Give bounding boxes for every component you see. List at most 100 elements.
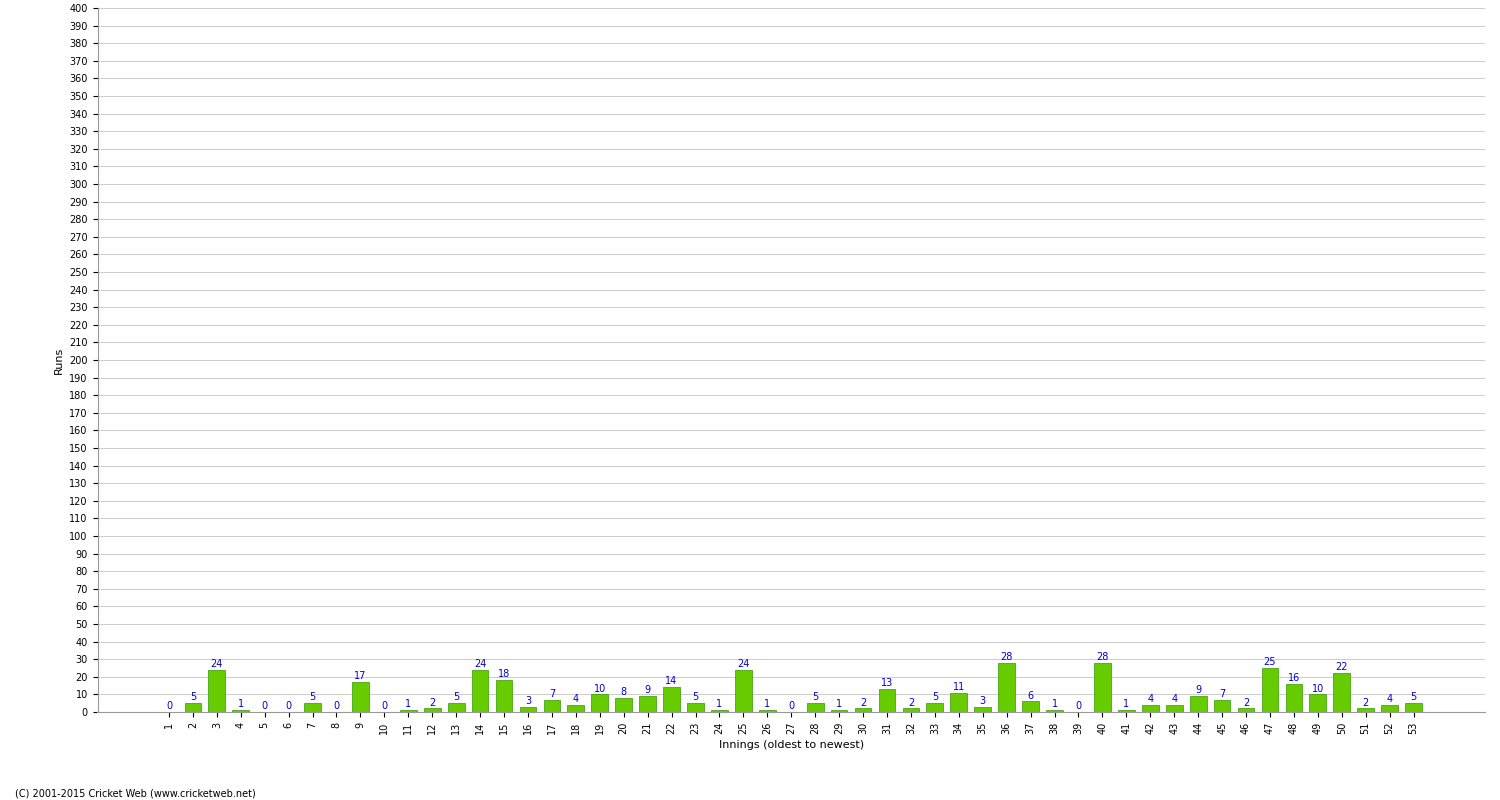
Bar [1286,684,1302,712]
Bar [855,709,871,712]
Bar [807,703,824,712]
Text: 5: 5 [932,692,938,702]
Text: 0: 0 [285,701,291,711]
Y-axis label: Runs: Runs [54,346,63,374]
Text: 6: 6 [1028,690,1033,701]
Text: 7: 7 [549,689,555,699]
Bar [687,703,703,712]
Text: 2: 2 [1362,698,1370,708]
Text: 2: 2 [1244,698,1250,708]
Text: 14: 14 [666,677,678,686]
Bar [903,709,920,712]
Text: 0: 0 [788,701,795,711]
Text: 7: 7 [1220,689,1226,699]
Text: 24: 24 [474,659,486,669]
Bar [209,670,225,712]
Bar [400,710,417,712]
Bar [1214,700,1230,712]
Text: 28: 28 [1000,652,1012,662]
Text: 16: 16 [1288,673,1300,683]
X-axis label: Innings (oldest to newest): Innings (oldest to newest) [718,740,864,750]
Text: 8: 8 [621,687,627,697]
Bar [711,710,728,712]
Text: 25: 25 [1263,657,1276,667]
Bar [424,709,441,712]
Bar [975,706,992,712]
Text: 1: 1 [1124,699,1130,710]
Text: 2: 2 [908,698,914,708]
Text: 0: 0 [381,701,387,711]
Text: 22: 22 [1335,662,1348,672]
Bar [1238,709,1254,712]
Text: 5: 5 [1410,692,1416,702]
Text: 4: 4 [1148,694,1154,704]
Bar [759,710,776,712]
Text: 1: 1 [765,699,771,710]
Text: 3: 3 [980,696,986,706]
Bar [1046,710,1064,712]
Text: 1: 1 [717,699,723,710]
Text: 0: 0 [1076,701,1082,711]
Bar [567,705,584,712]
Text: 3: 3 [525,696,531,706]
Bar [927,703,944,712]
Bar [471,670,489,712]
Bar [591,694,608,712]
Bar [1094,662,1112,712]
Bar [352,682,369,712]
Text: 17: 17 [354,671,366,682]
Bar [519,706,537,712]
Bar [304,703,321,712]
Bar [663,687,680,712]
Bar [1406,703,1422,712]
Text: 13: 13 [880,678,892,688]
Text: 11: 11 [952,682,964,692]
Text: 24: 24 [210,659,224,669]
Bar [831,710,848,712]
Bar [999,662,1016,712]
Bar [735,670,752,712]
Bar [615,698,632,712]
Text: 28: 28 [1096,652,1108,662]
Text: 2: 2 [429,698,435,708]
Text: 9: 9 [1196,686,1202,695]
Text: 1: 1 [1052,699,1058,710]
Text: 5: 5 [309,692,315,702]
Bar [1118,710,1134,712]
Text: 4: 4 [1386,694,1392,704]
Text: 0: 0 [261,701,267,711]
Bar [184,703,201,712]
Bar [639,696,656,712]
Text: 5: 5 [453,692,459,702]
Text: 1: 1 [405,699,411,710]
Text: 5: 5 [812,692,819,702]
Text: 2: 2 [859,698,865,708]
Bar [1334,674,1350,712]
Text: 4: 4 [573,694,579,704]
Text: 4: 4 [1172,694,1178,704]
Text: 5: 5 [190,692,196,702]
Bar [1358,709,1374,712]
Text: (C) 2001-2015 Cricket Web (www.cricketweb.net): (C) 2001-2015 Cricket Web (www.cricketwe… [15,788,255,798]
Text: 0: 0 [166,701,172,711]
Bar [543,700,561,712]
Bar [1382,705,1398,712]
Text: 5: 5 [693,692,699,702]
Text: 1: 1 [237,699,244,710]
Text: 10: 10 [1311,683,1324,694]
Bar [1166,705,1182,712]
Bar [448,703,465,712]
Text: 1: 1 [836,699,842,710]
Text: 18: 18 [498,670,510,679]
Bar [1022,702,1040,712]
Text: 9: 9 [645,686,651,695]
Bar [1310,694,1326,712]
Text: 0: 0 [333,701,339,711]
Text: 24: 24 [736,659,750,669]
Bar [951,693,968,712]
Bar [1262,668,1278,712]
Bar [232,710,249,712]
Bar [1190,696,1206,712]
Bar [879,689,896,712]
Text: 10: 10 [594,683,606,694]
